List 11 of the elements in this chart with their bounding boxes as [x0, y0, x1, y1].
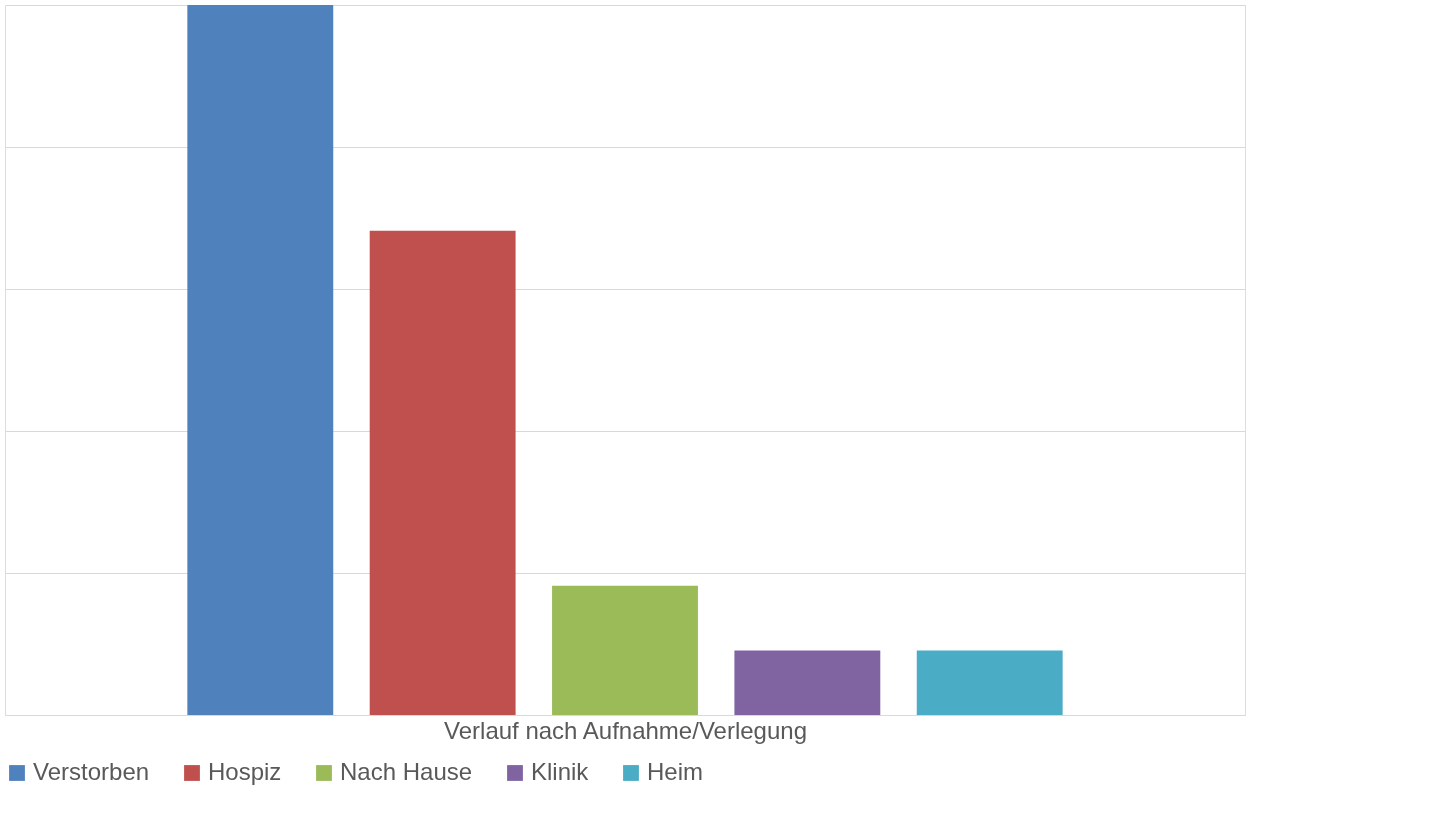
legend-label: Heim — [647, 758, 704, 785]
legend-label: Nach Hause — [340, 758, 473, 785]
bar — [734, 650, 881, 715]
bar — [187, 5, 334, 715]
x-axis-title: Verlauf nach Aufnahme/Verlegung — [444, 716, 807, 744]
bar — [369, 230, 516, 715]
bar — [916, 650, 1063, 715]
legend-label: Verstorben — [33, 758, 150, 785]
bar — [552, 585, 698, 715]
legend-label: Klinik — [531, 758, 590, 785]
legend-label: Hospiz — [208, 758, 282, 785]
